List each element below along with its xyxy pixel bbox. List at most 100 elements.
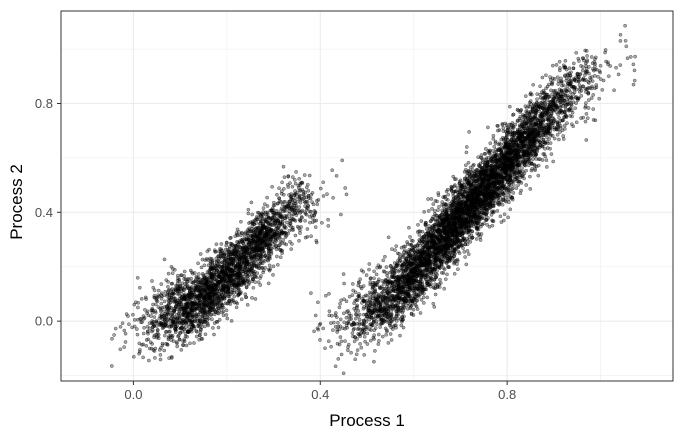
scatter-point: [224, 259, 228, 264]
scatter-point: [192, 286, 197, 290]
scatter-point: [224, 273, 228, 278]
scatter-point: [516, 183, 521, 187]
scatter-point: [591, 93, 596, 97]
scatter-point: [367, 262, 372, 266]
scatter-point: [162, 348, 167, 353]
scatter-point: [268, 218, 272, 223]
scatter-point: [372, 276, 376, 281]
scatter-point: [330, 168, 335, 173]
scatter-point: [209, 301, 213, 306]
scatter-point: [250, 296, 254, 300]
scatter-point: [318, 186, 323, 191]
scatter-point: [298, 189, 303, 193]
scatter-point: [131, 312, 135, 317]
scatter-point: [267, 263, 272, 268]
scatter-point: [142, 325, 146, 330]
scatter-point: [216, 254, 220, 259]
scatter-point: [183, 334, 188, 339]
scatter-point: [214, 242, 219, 247]
scatter-point: [149, 314, 153, 318]
scatter-point: [170, 287, 175, 291]
scatter-point: [166, 312, 171, 317]
scatter-point: [212, 268, 216, 272]
scatter-point: [271, 221, 275, 226]
scatter-point: [198, 252, 203, 256]
scatter-point: [384, 332, 389, 337]
scatter-point: [154, 332, 159, 337]
scatter-point: [175, 281, 180, 286]
scatter-point: [309, 234, 313, 239]
scatter-point: [237, 287, 242, 292]
scatter-point: [262, 202, 267, 207]
scatter-point: [257, 266, 262, 270]
scatter-point: [200, 295, 204, 300]
scatter-point: [281, 238, 286, 242]
scatter-point: [182, 269, 187, 274]
scatter-point: [334, 173, 339, 178]
scatter-point: [132, 302, 137, 307]
scatter-point: [118, 324, 123, 329]
scatter-point: [244, 248, 249, 253]
scatter-point: [492, 144, 497, 149]
scatter-point: [538, 92, 543, 97]
scatter-point: [331, 195, 335, 200]
scatter-point: [182, 296, 187, 301]
scatter-point: [463, 255, 467, 259]
scatter-point: [190, 271, 195, 276]
scatter-point: [359, 345, 364, 350]
scatter-point: [168, 329, 172, 334]
scatter-point: [252, 261, 256, 265]
scatter-point: [312, 212, 316, 217]
scatter-point: [338, 301, 342, 306]
scatter-point: [301, 189, 306, 194]
scatter-point: [270, 239, 275, 244]
scatter-point: [258, 228, 263, 233]
scatter-point: [255, 217, 260, 222]
scatter-point: [199, 337, 204, 341]
scatter-point: [315, 326, 320, 331]
scatter-point: [204, 273, 208, 277]
scatter-point: [314, 218, 319, 223]
scatter-point: [166, 337, 171, 342]
scatter-point: [255, 271, 260, 276]
scatter-point: [170, 310, 175, 315]
scatter-point: [299, 215, 304, 219]
scatter-point: [277, 196, 281, 201]
scatter-point: [278, 255, 283, 260]
scatter-point: [225, 248, 230, 252]
scatter-point: [165, 292, 170, 297]
scatter-point: [235, 301, 240, 306]
scatter-point: [193, 277, 198, 282]
scatter-point: [326, 217, 330, 222]
scatter-point: [265, 195, 269, 200]
scatter-point: [227, 285, 232, 289]
scatter-point: [268, 231, 273, 236]
scatter-point: [132, 318, 137, 322]
scatter-point: [298, 193, 302, 198]
scatter-point: [280, 202, 285, 207]
scatter-point: [148, 340, 153, 345]
scatter-point: [164, 278, 169, 282]
scatter-point: [555, 75, 560, 80]
scatter-point: [206, 279, 211, 284]
scatter-point: [288, 218, 292, 223]
scatter-point: [263, 265, 268, 270]
scatter-point: [150, 319, 155, 323]
scatter-point: [141, 355, 145, 360]
scatter-point: [280, 249, 284, 253]
scatter-point: [344, 192, 349, 197]
scatter-point: [584, 138, 589, 142]
scatter-point: [238, 245, 243, 250]
scatter-point: [298, 197, 303, 202]
scatter-point: [272, 203, 277, 207]
scatter-point: [600, 88, 605, 92]
scatter-point: [165, 343, 170, 347]
scatter-point: [358, 277, 363, 282]
scatter-point: [261, 246, 266, 250]
scatter-point: [584, 112, 589, 116]
scatter-point: [220, 267, 225, 272]
scatter-point: [219, 242, 224, 246]
scatter-point: [238, 291, 243, 296]
scatter-point: [303, 210, 307, 215]
scatter-point: [253, 257, 258, 262]
